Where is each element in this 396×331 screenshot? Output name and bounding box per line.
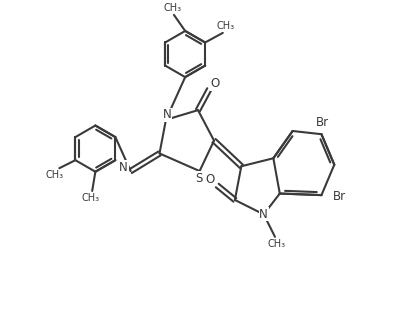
Text: CH₃: CH₃ (82, 193, 100, 203)
Text: N: N (163, 109, 172, 121)
Text: S: S (195, 172, 203, 185)
Text: Br: Br (333, 190, 346, 203)
Text: N: N (119, 161, 128, 174)
Text: N: N (259, 208, 268, 221)
Text: CH₃: CH₃ (268, 239, 286, 249)
Text: O: O (206, 173, 215, 186)
Text: Br: Br (316, 117, 329, 129)
Text: CH₃: CH₃ (217, 22, 235, 31)
Text: CH₃: CH₃ (163, 3, 181, 13)
Text: O: O (210, 77, 220, 90)
Text: CH₃: CH₃ (46, 170, 64, 180)
